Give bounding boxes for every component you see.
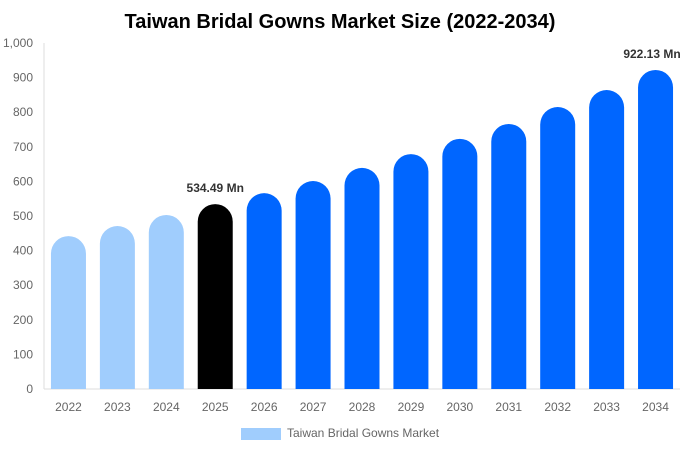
- bar-2024: [148, 214, 184, 389]
- x-tick-label: 2024: [153, 400, 180, 414]
- x-tick-label: 2028: [349, 400, 376, 414]
- y-tick-label: 300: [13, 278, 33, 292]
- x-tick-label: 2030: [446, 400, 473, 414]
- chart-title: Taiwan Bridal Gowns Market Size (2022-20…: [125, 11, 556, 33]
- x-tick-label: 2026: [251, 400, 278, 414]
- legend-label: Taiwan Bridal Gowns Market: [287, 426, 440, 440]
- x-tick-label: 2031: [495, 400, 522, 414]
- bar-2025: [197, 204, 233, 389]
- data-label: 922.13 Mn: [623, 47, 680, 61]
- y-tick-label: 1,000: [3, 36, 33, 50]
- y-tick-label: 200: [13, 313, 33, 327]
- y-tick-label: 700: [13, 140, 33, 154]
- y-tick-label: 0: [26, 382, 33, 396]
- bar-2030: [442, 138, 478, 389]
- x-tick-label: 2023: [104, 400, 131, 414]
- bar-2031: [491, 123, 527, 390]
- bar-2033: [589, 90, 625, 389]
- y-tick-label: 900: [13, 71, 33, 85]
- bar-2029: [393, 154, 429, 389]
- y-tick-label: 400: [13, 244, 33, 258]
- bar-2034: [638, 69, 674, 389]
- x-tick-label: 2027: [300, 400, 327, 414]
- x-tick-label: 2029: [398, 400, 425, 414]
- y-tick-label: 600: [13, 174, 33, 188]
- bar-2022: [50, 236, 86, 389]
- bar-2032: [540, 107, 576, 389]
- bar-2026: [246, 193, 282, 389]
- data-label: 534.49 Mn: [187, 181, 244, 195]
- x-tick-label: 2022: [55, 400, 82, 414]
- legend-swatch: [241, 428, 281, 440]
- x-tick-label: 2034: [642, 400, 669, 414]
- x-tick-label: 2032: [544, 400, 571, 414]
- x-tick-label: 2033: [593, 400, 620, 414]
- x-tick-label: 2025: [202, 400, 229, 414]
- y-tick-label: 100: [13, 347, 33, 361]
- bar-2028: [344, 167, 380, 389]
- bar-2027: [295, 181, 331, 389]
- bar-2023: [99, 226, 135, 389]
- y-tick-label: 800: [13, 105, 33, 119]
- y-tick-label: 500: [13, 209, 33, 223]
